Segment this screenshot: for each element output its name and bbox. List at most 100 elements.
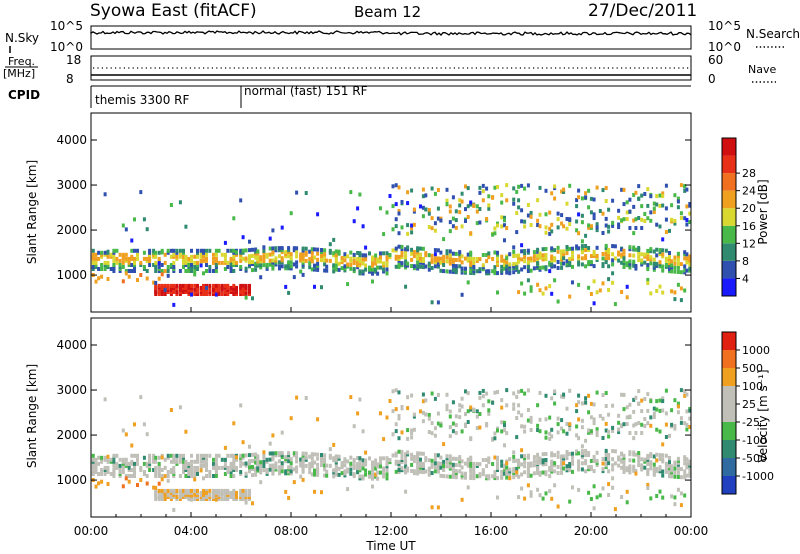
power-cell-1302 xyxy=(595,222,599,227)
velocity-cell-1102 xyxy=(526,461,530,466)
velocity-cell-1227 xyxy=(568,427,572,432)
velocity-cell-390 xyxy=(232,488,236,493)
velocity-cell-362 xyxy=(226,453,230,458)
velocity-cell-616 xyxy=(334,472,338,477)
power-cell-546 xyxy=(295,190,299,195)
velocity-cell-318 xyxy=(212,457,215,462)
velocity-cell-360 xyxy=(226,470,230,474)
velocity-cell-1502 xyxy=(668,468,671,473)
power-cell-744 xyxy=(397,254,401,259)
velocity-cell-204 xyxy=(178,457,182,462)
power-cell-1200 xyxy=(560,221,564,226)
velocity-cell-87 xyxy=(133,453,136,458)
power-cell-855 xyxy=(436,206,440,211)
velBar-label-5: -100 xyxy=(742,434,767,447)
power-cell-1334 xyxy=(607,224,611,229)
velocity-cell-90 xyxy=(136,457,139,462)
power-cell-482 xyxy=(265,252,269,257)
velocity-cell-6 xyxy=(91,457,95,462)
powerBar-label-1: 8 xyxy=(742,255,749,268)
power-cell-1066 xyxy=(515,253,519,258)
velocity-cell-670 xyxy=(361,474,365,479)
power-cell-26 xyxy=(103,263,107,267)
power-cell-1294 xyxy=(592,216,596,221)
power-cell-1139 xyxy=(538,185,542,190)
velocity-cell-1563 xyxy=(685,409,689,414)
velocity-cell-145 xyxy=(160,474,164,478)
power-cell-906 xyxy=(454,225,458,230)
velocity-cell-790 xyxy=(412,455,416,459)
power-cell-945 xyxy=(469,256,473,261)
velocity-cell-1544 xyxy=(679,503,683,508)
power-cell-897 xyxy=(451,224,455,229)
power-cell-1165 xyxy=(548,284,552,289)
power-cell-1042 xyxy=(505,198,509,203)
velBar-label-4: -25 xyxy=(742,416,760,429)
power-cell-1129 xyxy=(536,223,540,227)
power-cell-1274 xyxy=(587,246,591,250)
velocity-cell-413 xyxy=(239,488,243,493)
power-cell-1172 xyxy=(550,246,554,251)
velocity-cell-1041 xyxy=(505,431,509,436)
velocity-cell-649 xyxy=(352,464,356,468)
power-cell-1257 xyxy=(580,244,584,249)
power-cell-184 xyxy=(172,265,176,269)
velocity-cell-760 xyxy=(400,405,404,409)
velocity-cell-1388 xyxy=(628,450,632,455)
power-cell-658 xyxy=(356,251,360,255)
power-cell-613 xyxy=(332,253,336,258)
power-cell-248 xyxy=(190,254,193,259)
velocity-cell-1560 xyxy=(685,461,689,466)
velocity-cell-926 xyxy=(464,471,467,476)
power-cell-487 xyxy=(268,236,272,241)
power-cell-247 xyxy=(190,258,193,263)
velocity-cell-921 xyxy=(460,404,464,409)
velocity-cell-1185 xyxy=(556,471,560,475)
power-cell-994 xyxy=(487,251,491,256)
power-cell-1259 xyxy=(580,196,584,201)
power-cell-1400 xyxy=(632,192,636,197)
power-cell-336 xyxy=(214,292,218,297)
power-cell-868 xyxy=(442,237,446,242)
power-cell-616 xyxy=(334,267,338,272)
velocity-cell-1112 xyxy=(529,415,533,420)
power-cell-599 xyxy=(323,258,327,263)
power-cell-1416 xyxy=(637,184,641,189)
velocity-cell-1301 xyxy=(595,433,599,438)
power-cell-1284 xyxy=(589,210,593,215)
power-cell-85 xyxy=(133,260,136,265)
velocity-cell-623 xyxy=(337,466,341,471)
velocity-cell-1002 xyxy=(493,474,497,479)
velocity-cell-491 xyxy=(271,463,275,468)
power-cell-1055 xyxy=(512,262,516,267)
velocity-cell-1286 xyxy=(589,401,593,406)
xtick-label-4: 16:00 xyxy=(474,524,509,538)
velocity-cell-1410 xyxy=(637,459,641,464)
velocity-cell-557 xyxy=(301,459,305,464)
velocity-cell-1573 xyxy=(688,408,692,413)
velocity-cell-218 xyxy=(182,453,185,458)
velocity-cell-569 xyxy=(308,462,312,467)
velocity-cell-439 xyxy=(248,453,251,458)
velocity-cell-1148 xyxy=(541,496,545,501)
power-cell-591 xyxy=(320,258,323,263)
power-cell-1293 xyxy=(592,197,596,202)
velocity-cell-1161 xyxy=(548,436,552,441)
power-cell-146 xyxy=(160,263,164,267)
velocity-cell-80 xyxy=(130,453,134,458)
power-cell-297 xyxy=(205,263,208,267)
power-cell-25 xyxy=(103,267,107,271)
velocity-cell-1230 xyxy=(571,469,574,474)
power-cell-474 xyxy=(262,255,266,259)
power-cell-413 xyxy=(239,283,243,288)
power-cell-1312 xyxy=(601,231,605,235)
power-cell-724 xyxy=(388,255,392,260)
velocity-cell-18 xyxy=(97,481,101,486)
velocity-cell-1497 xyxy=(664,411,668,416)
velocity-cell-1032 xyxy=(503,428,506,433)
velocity-cell-903 xyxy=(454,456,458,461)
velocity-cell-1518 xyxy=(673,470,677,475)
power-cell-457 xyxy=(254,249,258,254)
power-cell-90 xyxy=(136,252,139,257)
power-cell-1549 xyxy=(683,256,687,261)
